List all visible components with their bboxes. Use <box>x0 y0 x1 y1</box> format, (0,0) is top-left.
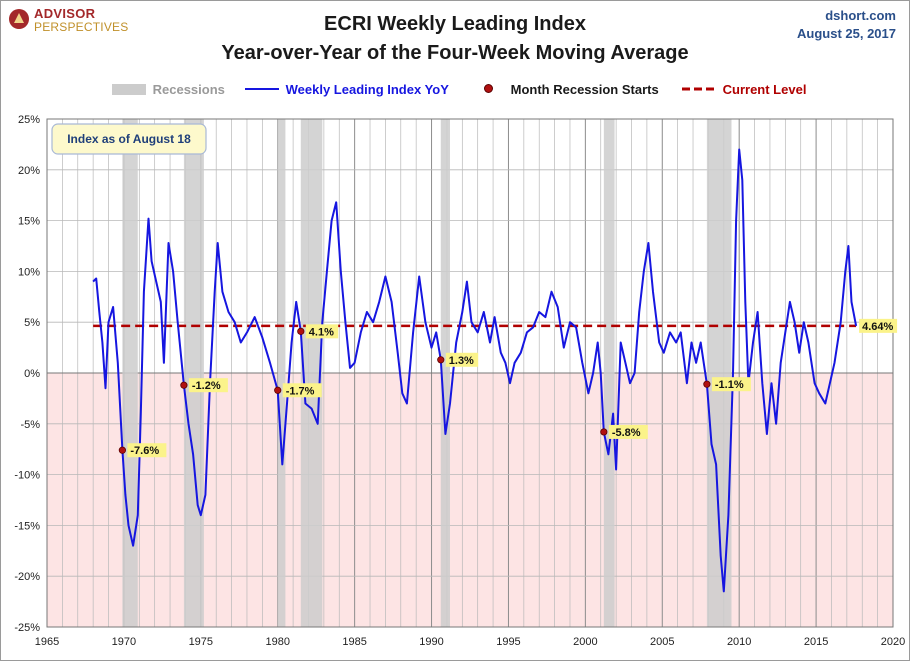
x-tick-label: 2010 <box>727 636 751 648</box>
legend-series-swatch <box>245 88 279 90</box>
annotation-box: Index as of August 18 <box>51 123 207 155</box>
marker-label-bg <box>445 352 479 367</box>
x-tick-label: 1995 <box>496 636 520 648</box>
y-tick-label: 20% <box>18 165 40 177</box>
legend-current-label: Current Level <box>722 82 807 97</box>
marker-label: -5.8% <box>612 427 641 439</box>
y-tick-label: 25% <box>18 114 40 126</box>
current-level-label-bg <box>859 318 898 333</box>
y-tick-label: -5% <box>20 419 40 431</box>
y-tick-label: 5% <box>24 317 40 329</box>
marker-label: -1.2% <box>192 380 221 392</box>
x-tick-label: 1985 <box>342 636 366 648</box>
series-line <box>92 148 858 593</box>
annotation-box-text: Index as of August 18 <box>67 132 191 146</box>
y-tick-label: -10% <box>14 470 40 482</box>
legend-recessions-label: Recessions <box>152 82 225 97</box>
recession-band <box>603 119 615 627</box>
recession-start-marker <box>274 386 282 394</box>
y-tick-label: -25% <box>14 622 40 634</box>
x-tick-label: 1965 <box>35 636 59 648</box>
recession-start-marker <box>118 446 126 454</box>
brand-name: ADVISOR <box>34 6 96 21</box>
y-tick-label: 15% <box>18 216 40 228</box>
current-level-label: 4.64% <box>862 321 893 333</box>
chart-subtitle: Year-over-Year of the Four-Week Moving A… <box>221 42 689 64</box>
recession-start-marker <box>180 381 188 389</box>
legend-recessions-swatch <box>112 84 146 95</box>
recession-band <box>183 119 204 627</box>
marker-label-bg <box>711 377 751 392</box>
x-tick-label: 2005 <box>650 636 674 648</box>
x-tick-label: 1970 <box>112 636 136 648</box>
brand-subname: PERSPECTIVES <box>34 20 129 34</box>
y-tick-label: 10% <box>18 266 40 278</box>
x-tick-label: 1980 <box>265 636 289 648</box>
brand-mark-icon <box>9 9 29 29</box>
marker-label: -7.6% <box>130 445 159 457</box>
marker-label: 1.3% <box>449 355 474 367</box>
x-tick-label: 2015 <box>804 636 828 648</box>
recession-band <box>706 119 732 627</box>
source-date: August 25, 2017 <box>797 26 896 41</box>
legend-markers: Month Recession Starts <box>484 82 659 100</box>
recession-start-marker <box>703 380 711 388</box>
marker-label-bg <box>127 443 167 458</box>
recession-start-marker <box>297 327 305 335</box>
plot-border <box>46 118 894 628</box>
marker-label-bg <box>188 378 228 393</box>
negative-zone <box>47 373 893 627</box>
marker-label-bg <box>305 324 339 339</box>
marker-label: -1.7% <box>286 385 315 397</box>
recession-band <box>300 119 323 627</box>
annotation-box-bg <box>51 123 207 155</box>
marker-label-bg <box>608 424 648 439</box>
y-tick-label: -15% <box>14 520 40 532</box>
y-tick-label: 0% <box>24 368 40 380</box>
recession-band <box>277 119 286 627</box>
recession-band <box>440 119 451 627</box>
x-tick-label: 1975 <box>189 636 213 648</box>
marker-label: -1.1% <box>715 379 744 391</box>
source-block: dshort.com August 25, 2017 <box>797 7 896 43</box>
legend-markers-label: Month Recession Starts <box>510 82 659 97</box>
x-tick-label: 2000 <box>573 636 597 648</box>
legend-current-swatch <box>682 87 716 91</box>
recession-start-marker <box>437 356 445 364</box>
legend-current: Current Level <box>682 82 806 100</box>
marker-label: 4.1% <box>309 326 334 338</box>
legend-marker-dot-icon <box>484 84 493 93</box>
legend-series-label: Weekly Leading Index YoY <box>285 82 449 97</box>
legend-series: Weekly Leading Index YoY <box>245 82 449 100</box>
recession-band <box>122 119 138 627</box>
recession-start-marker <box>600 428 608 436</box>
legend-recessions: Recessions <box>112 82 225 100</box>
y-tick-label: -20% <box>14 571 40 583</box>
chart-title: ECRI Weekly Leading Index <box>324 13 586 35</box>
x-tick-label: 1990 <box>419 636 443 648</box>
source-site: dshort.com <box>825 8 896 23</box>
x-tick-label: 2020 <box>881 636 905 648</box>
marker-label-bg <box>282 383 322 398</box>
